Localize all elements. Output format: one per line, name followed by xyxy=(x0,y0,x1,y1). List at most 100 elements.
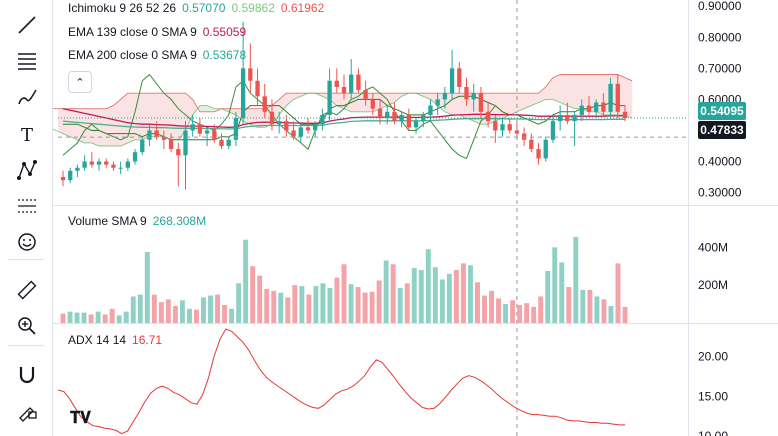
candle-body xyxy=(75,167,80,171)
volume-bar xyxy=(489,290,494,323)
ema139-legend[interactable]: EMA 139 close 0 SMA 9 0.55059 xyxy=(68,25,246,39)
volume-legend[interactable]: Volume SMA 9 268.308M xyxy=(68,214,206,228)
candle-body xyxy=(557,114,563,122)
magnet-icon[interactable] xyxy=(14,362,40,388)
ichimoku-value-3: 0.61962 xyxy=(280,1,325,15)
ema139-value: 0.55059 xyxy=(202,25,247,39)
candle-body xyxy=(219,139,224,146)
volume-bar xyxy=(467,265,473,323)
volume-bar xyxy=(165,299,171,323)
chart-canvas[interactable]: 0.300000.400000.500000.600000.700000.800… xyxy=(53,0,778,436)
volume-bar xyxy=(390,264,396,323)
horizontal-lines-icon[interactable] xyxy=(14,47,40,73)
kumo-cloud-segment xyxy=(394,93,402,103)
zoom-in-icon[interactable] xyxy=(14,313,40,339)
volume-bar xyxy=(299,286,305,323)
volume-bar xyxy=(278,292,284,323)
volume-bar xyxy=(573,236,579,323)
adx-legend[interactable]: ADX 14 14 16.71 xyxy=(68,333,162,347)
ichimoku-legend[interactable]: Ichimoku 9 26 52 26 0.57070 0.59862 0.61962 xyxy=(68,1,324,15)
volume-bar xyxy=(102,314,108,323)
volume-bar xyxy=(215,294,221,323)
volume-bar xyxy=(172,305,178,323)
candle-body xyxy=(399,114,404,122)
candle-body xyxy=(82,161,87,168)
trend-line-icon[interactable] xyxy=(14,12,40,38)
senkou-span-a-line xyxy=(53,92,633,147)
kumo-cloud-segment xyxy=(516,93,525,112)
kumo-cloud-segment xyxy=(574,74,582,109)
candle-body xyxy=(240,68,246,119)
lock-pencil-icon[interactable] xyxy=(14,397,40,423)
adx-value: 16.71 xyxy=(132,333,163,347)
toolbar-separator xyxy=(8,345,44,346)
text-icon[interactable]: T xyxy=(14,121,40,147)
collapse-legend-button[interactable]: ⌃ xyxy=(68,71,92,93)
kumo-cloud-segment xyxy=(58,108,63,134)
candle-body xyxy=(313,124,318,131)
kumo-cloud-segment xyxy=(524,93,532,109)
chevron-up-icon: ⌃ xyxy=(75,76,85,89)
tradingview-logo: 𝐓𝐕 xyxy=(70,410,91,427)
forecast-icon[interactable] xyxy=(14,193,40,219)
kumo-cloud-segment xyxy=(149,93,157,137)
volume-bar xyxy=(271,290,277,323)
candle-body xyxy=(226,139,231,146)
volume-bar xyxy=(264,288,270,323)
volume-bar xyxy=(222,305,228,323)
volume-bar xyxy=(362,292,368,323)
candle-body xyxy=(190,124,195,131)
candle-body xyxy=(442,93,448,100)
volume-bar xyxy=(439,279,445,323)
kumo-cloud-segment xyxy=(113,99,121,146)
candle-body xyxy=(601,102,606,112)
candle-body xyxy=(111,164,116,168)
candle-body xyxy=(500,124,505,131)
chart-area[interactable]: 0.300000.400000.500000.600000.700000.800… xyxy=(53,0,778,436)
candle-body xyxy=(464,86,469,100)
kumo-cloud-segment xyxy=(502,93,510,119)
brush-icon[interactable] xyxy=(14,84,40,110)
volume-bar xyxy=(510,300,516,323)
pattern-icon[interactable] xyxy=(14,157,40,183)
candle-body xyxy=(204,130,210,134)
ichimoku-legend-label: Ichimoku 9 26 52 26 xyxy=(68,1,177,15)
volume-bar xyxy=(158,302,164,323)
candle-body xyxy=(529,139,534,150)
candle-body xyxy=(298,127,303,137)
volume-bar xyxy=(545,270,551,323)
volume-bar xyxy=(186,308,192,323)
adx-line xyxy=(57,328,625,435)
volume-bar xyxy=(559,262,565,323)
candle-body xyxy=(543,139,548,159)
volume-bar xyxy=(130,296,136,323)
candle-body xyxy=(233,118,239,140)
volume-axis-tick-label: 400M xyxy=(698,240,728,254)
volume-bar xyxy=(524,303,530,323)
volume-bar xyxy=(292,285,298,323)
ema200-value: 0.53678 xyxy=(202,48,247,62)
volume-bar xyxy=(580,289,586,323)
smiley-icon[interactable] xyxy=(14,229,40,255)
kumo-cloud-segment xyxy=(185,93,193,131)
adx-axis-tick-label: 15.00 xyxy=(698,389,728,403)
candle-body xyxy=(514,130,520,134)
volume-bar xyxy=(60,313,66,323)
adx-axis-tick-label: 20.00 xyxy=(698,350,728,364)
candle-body xyxy=(579,105,584,115)
candle-body xyxy=(435,99,440,106)
candle-body xyxy=(493,121,498,131)
ruler-icon[interactable] xyxy=(14,277,40,303)
kumo-cloud-segment xyxy=(293,93,301,100)
candle-body xyxy=(255,80,260,97)
ema200-legend[interactable]: EMA 200 close 0 SMA 9 0.53678 xyxy=(68,48,246,62)
kumo-cloud-segment xyxy=(567,74,575,109)
volume-bar xyxy=(250,266,256,323)
price-axis-tick-label: 0.90000 xyxy=(698,0,742,13)
volume-bar xyxy=(243,239,249,323)
senkou-span-b-line xyxy=(53,74,633,113)
volume-bar xyxy=(608,305,614,323)
kumo-cloud-segment xyxy=(560,74,568,106)
kumo-cloud-segment xyxy=(163,93,172,140)
volume-bar xyxy=(503,304,509,323)
